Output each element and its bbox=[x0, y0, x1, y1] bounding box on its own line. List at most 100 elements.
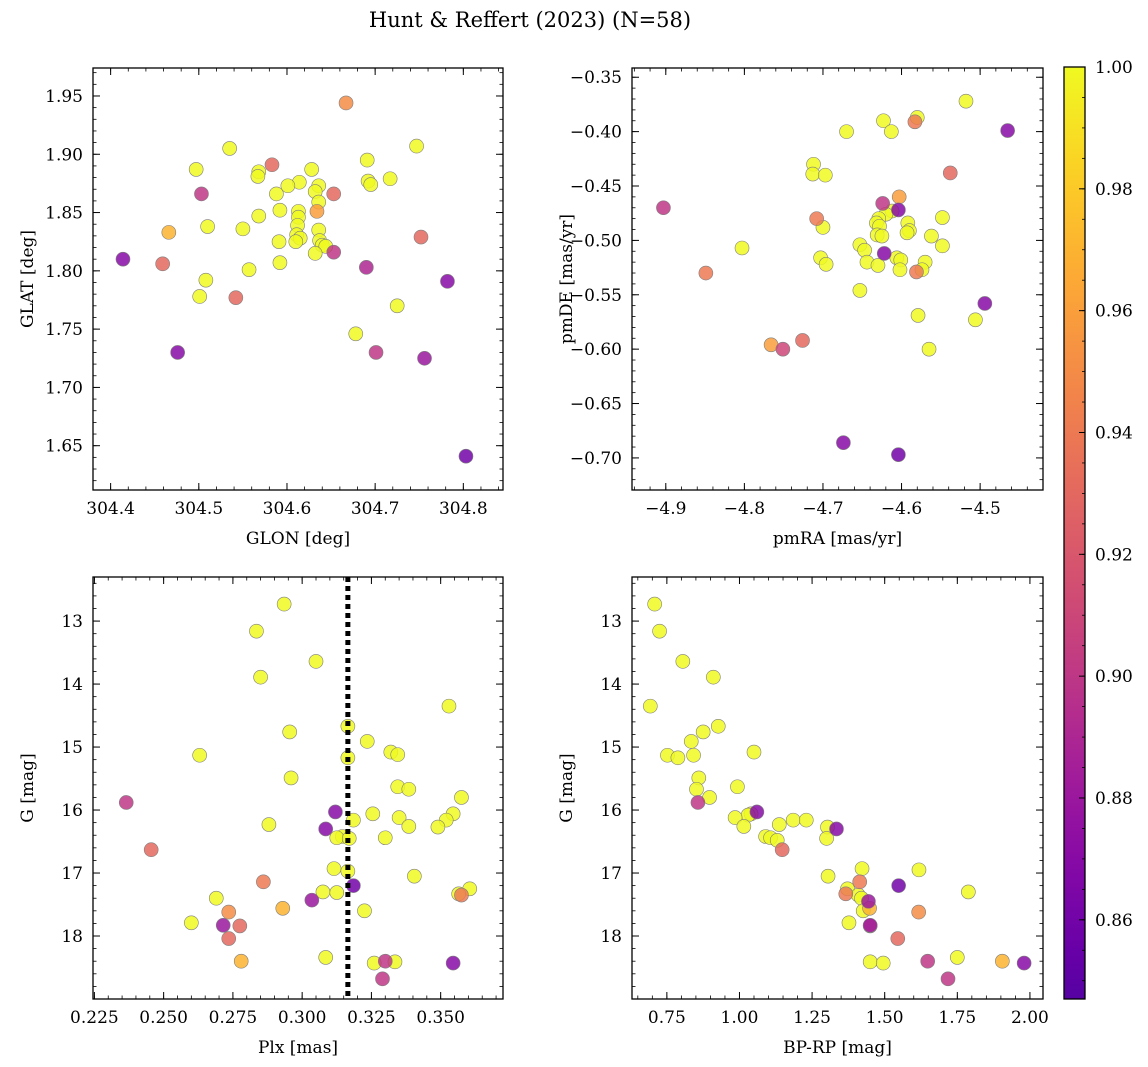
data-point bbox=[710, 718, 726, 734]
data-point bbox=[689, 781, 704, 797]
y-tick-label: 14 bbox=[61, 675, 83, 695]
data-point bbox=[935, 238, 950, 254]
colorbar-tick-label: 0.90 bbox=[1095, 667, 1133, 687]
y-tick-label: 1.80 bbox=[45, 262, 83, 282]
x-tick-label: 1.00 bbox=[721, 1008, 759, 1028]
y-axis-label: pmDE [mas/yr] bbox=[557, 214, 577, 344]
data-point bbox=[407, 868, 422, 884]
plot-area bbox=[656, 93, 1015, 462]
data-point bbox=[818, 257, 834, 272]
data-point bbox=[309, 204, 325, 219]
data-point bbox=[357, 903, 372, 919]
data-point bbox=[359, 152, 375, 168]
data-point bbox=[891, 189, 907, 205]
data-point bbox=[977, 296, 993, 311]
y-tick-label: 16 bbox=[61, 801, 83, 821]
data-point bbox=[272, 255, 288, 270]
data-point bbox=[250, 169, 266, 184]
data-point bbox=[809, 211, 824, 226]
data-point bbox=[862, 918, 878, 933]
data-point bbox=[875, 196, 890, 211]
data-point bbox=[686, 747, 701, 763]
data-point bbox=[382, 171, 398, 187]
x-tick-label: 0.75 bbox=[648, 1008, 686, 1028]
x-axis-label: Plx [mas] bbox=[258, 1038, 338, 1058]
x-tick-label: −4.5 bbox=[959, 499, 1000, 519]
y-tick-label: 18 bbox=[61, 927, 83, 947]
data-point bbox=[891, 878, 906, 893]
data-point bbox=[318, 821, 334, 837]
data-point bbox=[409, 138, 424, 154]
data-point bbox=[857, 242, 872, 258]
x-tick-label: 304.5 bbox=[174, 499, 223, 519]
data-point bbox=[272, 202, 288, 218]
x-tick-label: 304.4 bbox=[86, 499, 135, 519]
x-tick-label: 0.225 bbox=[70, 1008, 119, 1028]
data-point bbox=[118, 795, 134, 810]
data-point bbox=[256, 874, 271, 890]
data-point bbox=[280, 178, 296, 194]
x-tick-label: 0.300 bbox=[278, 1008, 327, 1028]
data-point bbox=[161, 225, 177, 240]
data-point bbox=[413, 229, 429, 245]
data-point bbox=[222, 141, 237, 156]
glon-glat-panel: 304.4 304.5 304.6 304.7 304.8 1.65 1.70 1.75 1.8… bbox=[18, 67, 504, 549]
data-point bbox=[390, 747, 406, 762]
data-point bbox=[785, 812, 801, 828]
data-point bbox=[652, 623, 667, 639]
colorbar-tick-label: 0.98 bbox=[1095, 180, 1133, 200]
data-point bbox=[852, 874, 868, 890]
data-point bbox=[221, 904, 237, 920]
y-tick-label: −0.35 bbox=[570, 68, 622, 88]
data-point bbox=[221, 931, 237, 946]
x-tick-label: −4.7 bbox=[802, 499, 843, 519]
plot-area bbox=[642, 596, 1032, 987]
data-point bbox=[228, 290, 244, 305]
data-point bbox=[820, 868, 836, 884]
data-point bbox=[377, 830, 393, 846]
data-point bbox=[308, 654, 324, 669]
data-point bbox=[727, 810, 743, 825]
data-point bbox=[884, 124, 899, 139]
y-tick-label: −0.40 bbox=[570, 123, 622, 143]
y-tick-label: −0.45 bbox=[570, 177, 622, 197]
data-point bbox=[269, 186, 284, 202]
data-point bbox=[935, 210, 950, 225]
data-point bbox=[942, 165, 958, 181]
data-point bbox=[363, 177, 379, 192]
x-tick-label: 0.325 bbox=[347, 1008, 396, 1028]
data-point bbox=[909, 264, 924, 280]
y-tick-label: −0.70 bbox=[570, 449, 622, 469]
data-point bbox=[249, 623, 264, 639]
data-point bbox=[329, 830, 345, 846]
data-point bbox=[454, 887, 469, 903]
y-axis-label: G [mag] bbox=[557, 753, 577, 822]
colorbar-tick-label: 0.92 bbox=[1095, 545, 1133, 565]
data-point bbox=[819, 831, 834, 846]
data-point bbox=[264, 157, 280, 173]
y-tick-label: 14 bbox=[600, 675, 622, 695]
data-point bbox=[774, 842, 790, 858]
data-point bbox=[288, 234, 304, 249]
data-point bbox=[852, 283, 868, 298]
data-point bbox=[690, 795, 706, 810]
data-point bbox=[233, 953, 249, 969]
plx-g-panel: 0.225 0.250 0.275 0.300 0.325 0.350 13 14 15 16 17… bbox=[18, 576, 504, 1058]
colorbar-tick-label: 0.96 bbox=[1095, 302, 1133, 322]
x-axis-label: pmRA [mas/yr] bbox=[773, 529, 902, 549]
data-point bbox=[861, 894, 876, 909]
data-point bbox=[940, 971, 956, 987]
data-point bbox=[307, 246, 323, 261]
data-point bbox=[656, 200, 671, 216]
data-point bbox=[365, 806, 381, 822]
data-point bbox=[910, 308, 926, 323]
data-point bbox=[377, 953, 393, 969]
data-point bbox=[771, 817, 787, 832]
data-point bbox=[670, 750, 686, 766]
axes-frame bbox=[92, 67, 504, 491]
x-tick-label: 0.275 bbox=[209, 1008, 258, 1028]
y-axis-label: GLAT [deg] bbox=[18, 230, 38, 328]
y-tick-label: −0.55 bbox=[570, 286, 622, 306]
data-point bbox=[304, 162, 319, 177]
data-point bbox=[968, 312, 983, 328]
